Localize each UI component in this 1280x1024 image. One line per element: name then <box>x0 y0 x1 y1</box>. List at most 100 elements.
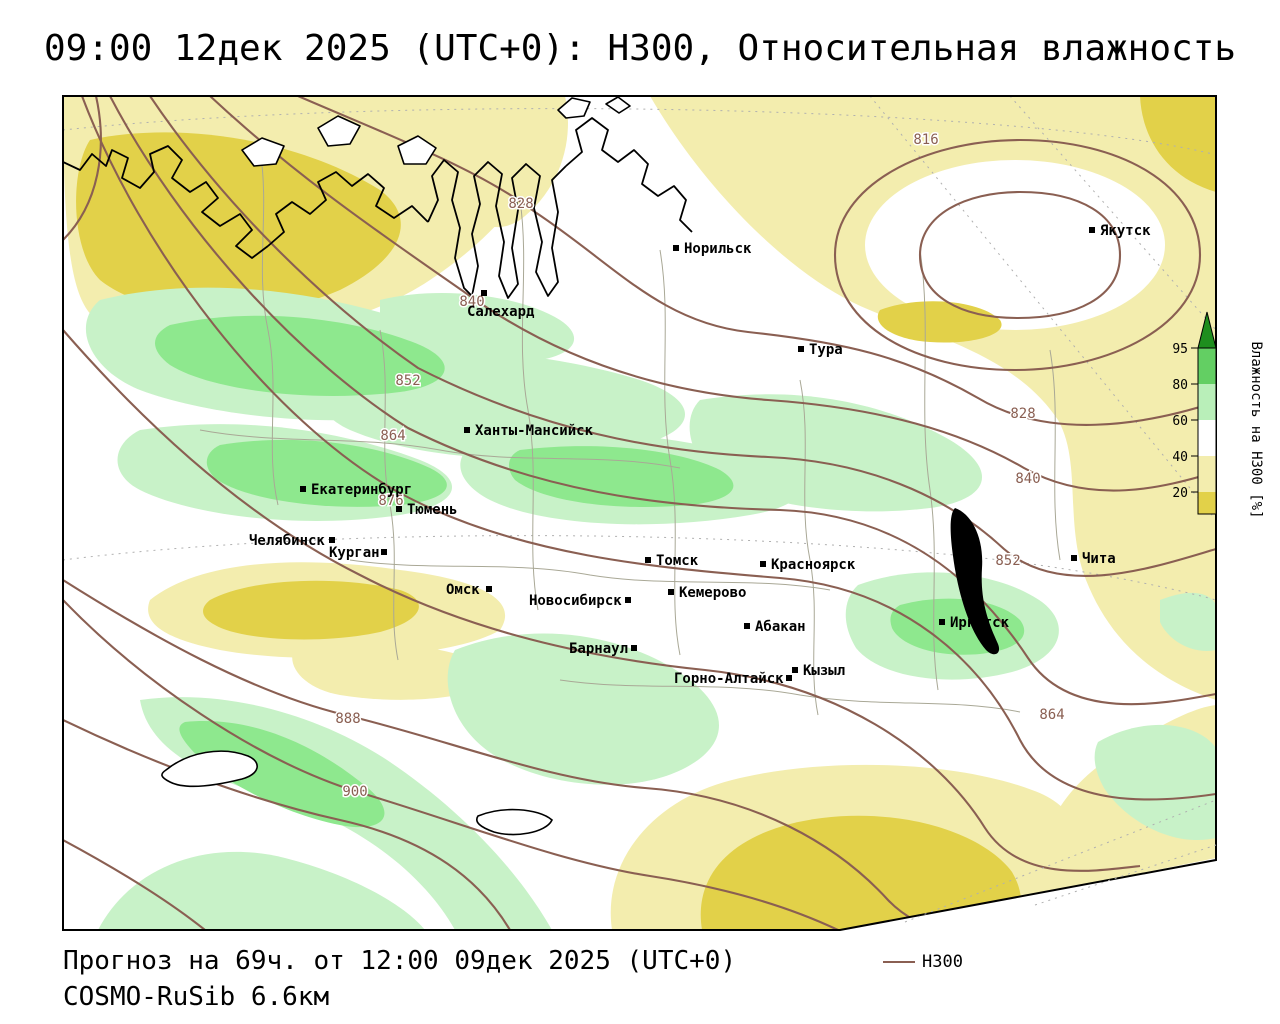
shading-yellow-northwest-core <box>76 132 401 314</box>
contour-labels: 816 828 840 852 864 876 888 900 828 840 852 864 <box>334 131 1066 802</box>
city-marker <box>760 561 766 567</box>
city-label: Омск <box>446 582 480 598</box>
colorbar-tick-label: 40 <box>1172 450 1188 465</box>
city-label: Ханты-Мансийск <box>475 423 594 439</box>
city-marker <box>625 597 631 603</box>
region-border-7 <box>1049 349 1061 561</box>
graticule-line-4 <box>63 108 1216 156</box>
legend-contour-sample-line <box>883 961 915 963</box>
graticule-line-2 <box>869 96 1216 521</box>
region-borders <box>199 149 1061 716</box>
contour-label: 840 <box>459 294 484 310</box>
city-label: Екатеринбург <box>311 482 412 498</box>
contour-label: 828 <box>508 196 533 212</box>
shading-yellow-topright-corner <box>1140 96 1216 192</box>
city-label: Кемерово <box>679 585 746 601</box>
colorbar-tick-label: 80 <box>1172 378 1188 393</box>
graticule-line-1 <box>1009 96 1216 331</box>
region-border-1 <box>259 149 279 506</box>
city-marker <box>786 675 792 681</box>
city-marker <box>792 667 798 673</box>
contour-label: 864 <box>1039 707 1064 723</box>
legend-contour-label: H300 <box>922 952 963 972</box>
shading-green-core-3 <box>508 446 734 508</box>
shading-green-southeast <box>1094 724 1216 841</box>
shading-green-east-edge <box>1160 592 1216 651</box>
colorbar-tick-label: 20 <box>1172 486 1188 501</box>
city-label: Красноярск <box>771 557 856 573</box>
city-label: Якутск <box>1100 223 1151 239</box>
city-marker <box>381 549 387 555</box>
map-canvas-part <box>63 96 1216 930</box>
region-border-10 <box>559 679 1021 713</box>
city-label: Абакан <box>755 619 806 635</box>
city-label: Томск <box>656 553 699 569</box>
city-marker <box>798 346 804 352</box>
region-border-2 <box>379 329 399 661</box>
graticule-line-3 <box>63 535 1216 601</box>
coastline-nenets <box>267 171 429 247</box>
city-label: Тюмень <box>407 502 458 518</box>
city-label: Горно-Алтайск <box>674 671 784 687</box>
colorbar-tick-label: 60 <box>1172 414 1188 429</box>
city-marker <box>396 506 402 512</box>
contour-828 <box>297 96 1216 426</box>
contour-label: 840 <box>1015 471 1040 487</box>
shading-green-salehard <box>380 292 575 363</box>
city-label: Челябинск <box>249 533 325 549</box>
colorbar-segment <box>1198 384 1216 420</box>
colorbar-tick-label: 95 <box>1172 342 1188 357</box>
city-marker <box>939 619 945 625</box>
contour-label: 876 <box>378 493 403 509</box>
contour-label: 828 <box>1010 406 1035 422</box>
city-label: Чита <box>1082 551 1116 567</box>
shading-green-southwest-core <box>179 721 385 828</box>
lake-baikal <box>950 508 1000 655</box>
humidity-shading <box>63 96 1216 930</box>
region-border-8 <box>199 429 681 469</box>
shading-green-core-1 <box>155 315 445 396</box>
colorbar-segment <box>1198 420 1216 456</box>
city-label: Новосибирск <box>529 593 622 609</box>
region-border-4 <box>659 249 681 656</box>
city-marker <box>486 586 492 592</box>
city-label: Барнаул <box>569 641 628 657</box>
contour-852 <box>149 96 1216 577</box>
island-kolguev <box>241 137 285 167</box>
model-info: COSMO-RuSib 6.6км <box>63 982 330 1012</box>
cities: Норильск Якутск Салехард Тура Ханты-Мансийск… <box>249 223 1151 687</box>
colorbar: 95 80 60 40 20 Влажность на H300 [%] <box>1172 311 1264 519</box>
island-novaya-zemlya-1 <box>317 115 361 147</box>
contour-816-outer-ring <box>833 138 1202 372</box>
colorbar-ticks: 95 80 60 40 20 <box>1172 342 1198 501</box>
city-marker <box>1089 227 1095 233</box>
colorbar-segment <box>1198 348 1216 384</box>
region-border-6 <box>919 249 939 691</box>
city-marker <box>464 427 470 433</box>
city-marker <box>300 486 306 492</box>
city-label: Курган <box>329 545 380 561</box>
coastline-yenisei-gulf <box>565 117 693 233</box>
shading-green-altai <box>447 633 719 785</box>
map-frame <box>62 95 1217 931</box>
shading-green-core-2 <box>206 439 447 507</box>
colorbar-segment <box>1198 456 1216 492</box>
contour-900 <box>63 599 839 930</box>
contour-924 <box>63 839 206 930</box>
city-marker <box>744 623 750 629</box>
city-label: Тура <box>809 342 843 358</box>
contour-label: 864 <box>380 428 405 444</box>
city-label: Норильск <box>684 241 752 257</box>
island-arctic-small <box>605 96 631 114</box>
colorbar-title: Влажность на H300 [%] <box>1248 341 1264 518</box>
contour-label: 888 <box>335 711 360 727</box>
contour-888 <box>63 579 943 930</box>
shading-hole-high-center <box>865 160 1165 330</box>
contour-label: 852 <box>395 373 420 389</box>
coastline-white-sea <box>63 145 269 259</box>
shading-green-southwest-2 <box>98 851 425 930</box>
contour-876 <box>81 96 1216 801</box>
height-contours <box>63 96 1216 930</box>
